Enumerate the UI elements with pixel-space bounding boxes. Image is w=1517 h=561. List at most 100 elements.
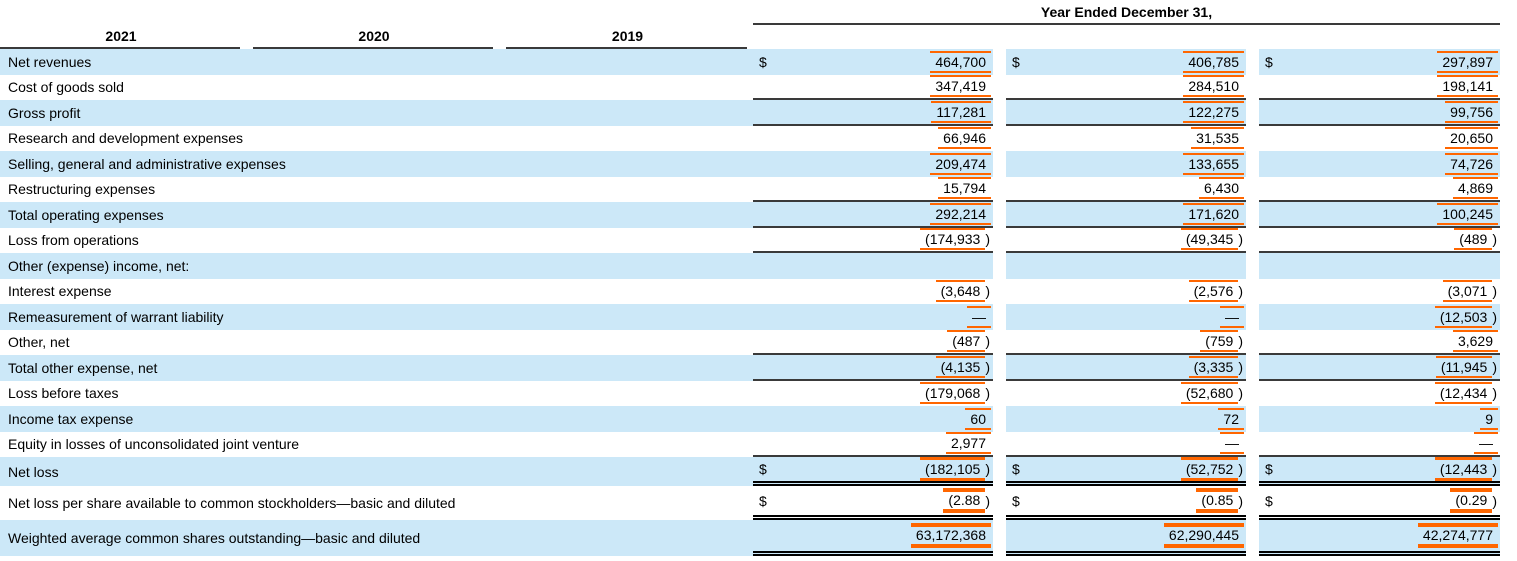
tagged-value: 66,946 bbox=[938, 127, 991, 150]
value-cell: — bbox=[753, 304, 993, 330]
value-wrap: 15,794 bbox=[938, 177, 991, 200]
row-label: Net revenues bbox=[8, 53, 92, 70]
row-label: Other, net bbox=[8, 334, 70, 351]
row-label-cell: Selling, general and administrative expe… bbox=[0, 151, 753, 177]
dollar-sign: $ bbox=[1012, 53, 1020, 70]
tagged-value: 198,141 bbox=[1437, 75, 1498, 98]
table-row: Net revenues $464,700 $406,785 $297,897 bbox=[0, 49, 1517, 75]
column-gutter bbox=[1246, 355, 1259, 381]
tagged-value: 284,510 bbox=[1183, 75, 1244, 98]
right-margin bbox=[1500, 151, 1517, 177]
dollar-sign: $ bbox=[1012, 461, 1020, 477]
value-cell: 74,726 bbox=[1259, 151, 1500, 177]
tagged-value: 171,620 bbox=[1183, 202, 1244, 225]
column-gutter bbox=[1246, 227, 1259, 253]
value-wrap: (487) bbox=[947, 330, 991, 353]
value-cell: 292,214 bbox=[753, 202, 993, 228]
value-wrap: (2.88) bbox=[943, 488, 991, 513]
closing-paren: ) bbox=[1492, 358, 1497, 375]
column-gutter bbox=[993, 304, 1006, 330]
tagged-value: (52,752 bbox=[1180, 457, 1239, 481]
value-cell: (49,345) bbox=[1006, 228, 1246, 253]
column-gutter bbox=[1246, 49, 1259, 75]
dollar-sign: $ bbox=[759, 492, 767, 509]
value-wrap: (0.29) bbox=[1450, 488, 1498, 513]
column-gutter bbox=[1246, 125, 1259, 151]
value-wrap: 171,620 bbox=[1183, 202, 1244, 225]
value-cell: 4,869 bbox=[1259, 177, 1500, 202]
row-label: Net loss bbox=[8, 463, 59, 480]
column-gutter bbox=[1246, 406, 1259, 432]
row-label: Selling, general and administrative expe… bbox=[8, 155, 286, 172]
row-label-cell: Other (expense) income, net: bbox=[0, 253, 753, 279]
row-label: Net loss per share available to common s… bbox=[8, 495, 456, 511]
table-row: Restructuring expenses 15,794 6,430 4,869 bbox=[0, 176, 1517, 202]
tagged-value: 42,274,777 bbox=[1417, 523, 1498, 548]
column-gutter bbox=[993, 278, 1006, 304]
tagged-value: 209,474 bbox=[930, 152, 991, 175]
tagged-value: 74,726 bbox=[1445, 152, 1498, 175]
tagged-value: (3,335 bbox=[1188, 355, 1239, 378]
value-wrap: — bbox=[1220, 305, 1244, 328]
value-cell: $406,785 bbox=[1006, 49, 1246, 75]
tagged-value: 100,245 bbox=[1437, 202, 1498, 225]
row-label: Gross profit bbox=[8, 104, 81, 121]
value-cell: 6,430 bbox=[1006, 177, 1246, 202]
value-wrap: 9 bbox=[1480, 407, 1498, 430]
tagged-value: — bbox=[967, 305, 991, 328]
column-gutter bbox=[1246, 520, 1259, 556]
row-label-cell: Cost of goods sold bbox=[0, 75, 753, 101]
column-gutter bbox=[993, 329, 1006, 355]
value-cell: (2,576) bbox=[1006, 279, 1246, 305]
closing-paren: ) bbox=[985, 492, 990, 509]
table-body: Net revenues $464,700 $406,785 $297,897 Cost… bbox=[0, 49, 1517, 556]
value-cell: 31,535 bbox=[1006, 126, 1246, 152]
tagged-value: 4,869 bbox=[1452, 177, 1498, 200]
period-header-row: Year Ended December 31, bbox=[0, 0, 1517, 25]
value-cell: (3,335) bbox=[1006, 355, 1246, 381]
tagged-value: (489 bbox=[1454, 228, 1493, 251]
tagged-value: (759 bbox=[1200, 330, 1239, 353]
closing-paren: ) bbox=[1492, 231, 1497, 248]
value-wrap: (11,945) bbox=[1435, 355, 1498, 378]
table-row: Equity in losses of unconsolidated joint… bbox=[0, 431, 1517, 457]
value-wrap: (2,576) bbox=[1188, 280, 1244, 303]
row-label-cell: Remeasurement of warrant liability bbox=[0, 304, 753, 330]
column-gutter bbox=[993, 100, 1006, 126]
table-row: Total operating expenses 292,214 171,620 10… bbox=[0, 202, 1517, 228]
column-gutter bbox=[993, 125, 1006, 151]
value-cell: (179,068) bbox=[753, 381, 993, 407]
right-margin bbox=[1500, 406, 1517, 432]
value-wrap: 406,785 bbox=[1183, 50, 1244, 73]
row-label-cell: Other, net bbox=[0, 330, 753, 356]
value-wrap: (179,068) bbox=[920, 382, 991, 405]
row-label: Equity in losses of unconsolidated joint… bbox=[8, 436, 300, 453]
column-gutter bbox=[993, 431, 1006, 457]
table-row: Selling, general and administrative expe… bbox=[0, 151, 1517, 177]
closing-paren: ) bbox=[1492, 283, 1497, 300]
value-wrap: (759) bbox=[1200, 330, 1244, 353]
year-header-row: 2021 2020 2019 bbox=[0, 25, 1517, 49]
tagged-value: (3,071 bbox=[1442, 280, 1493, 303]
row-label-cell: Income tax expense bbox=[0, 406, 753, 432]
table-row: Net loss $ (182,105) $ (52,752) $ (12,443) bbox=[0, 457, 1517, 486]
tagged-value: (3,648 bbox=[935, 280, 986, 303]
value-cell: 284,510 bbox=[1006, 75, 1246, 100]
column-gutter bbox=[1246, 304, 1259, 330]
table-row: Net loss per share available to common s… bbox=[0, 486, 1517, 520]
column-gutter bbox=[1246, 202, 1259, 228]
right-margin bbox=[1500, 74, 1517, 100]
column-gutter bbox=[993, 253, 1006, 279]
right-margin bbox=[1500, 431, 1517, 457]
closing-paren: ) bbox=[1492, 461, 1497, 477]
right-margin bbox=[1500, 176, 1517, 202]
tagged-value: 3,629 bbox=[1452, 330, 1498, 353]
column-gutter bbox=[1246, 151, 1259, 177]
value-cell: — bbox=[1006, 304, 1246, 330]
value-cell: 15,794 bbox=[753, 177, 993, 202]
column-gutter bbox=[993, 486, 1006, 520]
closing-paren: ) bbox=[1238, 492, 1243, 509]
value-cell: — bbox=[1006, 432, 1246, 457]
value-cell: (4,135) bbox=[753, 355, 993, 381]
table-row: Weighted average common shares outstandi… bbox=[0, 520, 1517, 556]
